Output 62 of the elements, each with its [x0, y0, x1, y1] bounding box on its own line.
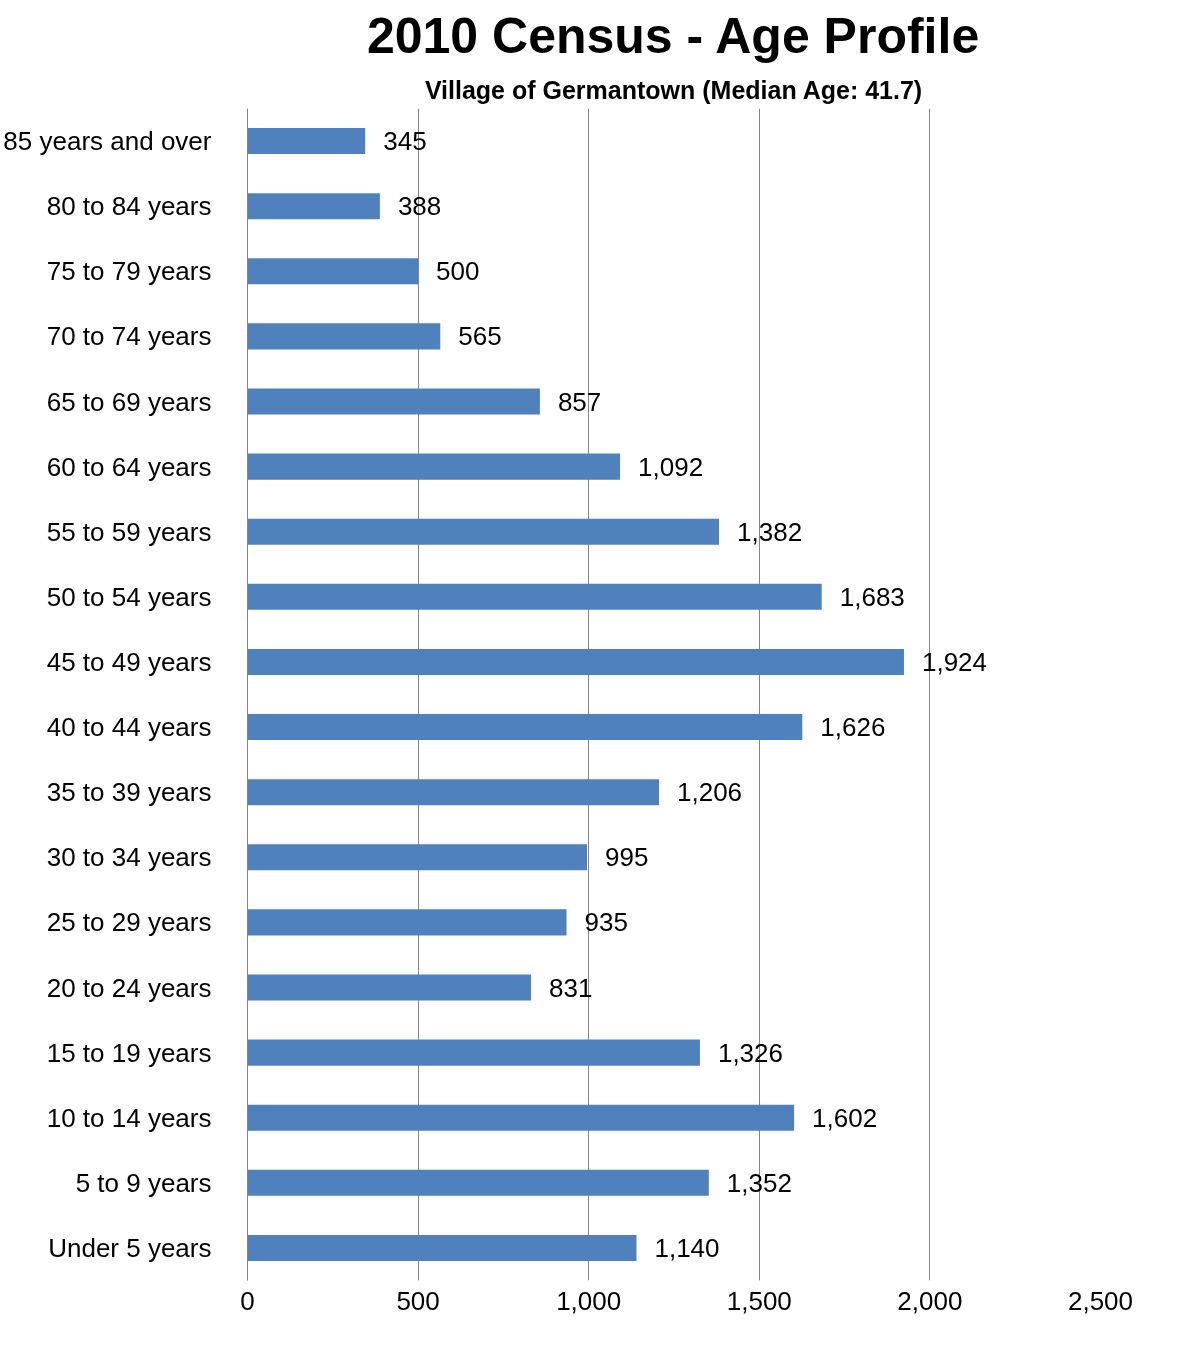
data-label: 857: [557, 386, 602, 417]
y-tick-label: 70 to 74 years: [46, 321, 212, 352]
y-tick-label: 15 to 19 years: [46, 1037, 212, 1068]
y-tick-label: 45 to 49 years: [46, 646, 212, 677]
y-tick-label: 65 to 69 years: [46, 386, 212, 417]
bar: [247, 844, 587, 871]
data-label: 1,382: [737, 516, 803, 547]
bar: [247, 518, 720, 545]
bar: [247, 974, 532, 1001]
y-tick-label: 85 years and over: [3, 126, 212, 157]
y-tick-label: 50 to 54 years: [46, 581, 212, 612]
x-tick-label: 2,000: [897, 1285, 963, 1316]
x-tick-label: 1,000: [556, 1285, 622, 1316]
y-tick-label: 75 to 79 years: [46, 256, 212, 287]
bar: [247, 1039, 700, 1066]
bar: [247, 388, 540, 415]
data-label: 1,206: [676, 777, 743, 808]
y-tick-label: 30 to 34 years: [46, 842, 212, 873]
bar: [247, 909, 567, 936]
data-label: 565: [458, 321, 502, 352]
y-tick-label: 5 to 9 years: [75, 1167, 212, 1198]
x-tick-label: 500: [396, 1285, 440, 1316]
bar: [247, 648, 904, 675]
bar: [247, 583, 822, 610]
y-tick-label: 55 to 59 years: [46, 516, 212, 547]
x-tick-label: 0: [240, 1285, 255, 1316]
y-tick-label: 60 to 64 years: [46, 451, 212, 482]
bar: [247, 128, 366, 155]
data-label: 995: [604, 842, 649, 873]
data-label: 1,140: [654, 1232, 720, 1263]
bar: [247, 453, 621, 480]
y-tick-label: 40 to 44 years: [46, 712, 212, 743]
chart-title: 2010 Census - Age Profile: [366, 7, 980, 64]
bar: [247, 1104, 795, 1131]
data-label: 388: [397, 191, 442, 222]
y-tick-label: 80 to 84 years: [46, 191, 212, 222]
bar: [247, 258, 419, 285]
data-label: 1,924: [921, 646, 988, 677]
bar: [247, 323, 441, 350]
data-label: 1,326: [717, 1037, 784, 1068]
y-tick-label: 35 to 39 years: [46, 777, 212, 808]
y-tick-label: 10 to 14 years: [46, 1102, 212, 1133]
data-label: 831: [549, 972, 593, 1003]
data-label: 1,092: [638, 451, 704, 482]
data-label: 1,626: [820, 712, 886, 743]
data-label: 1,602: [812, 1102, 878, 1133]
bar: [247, 1234, 637, 1261]
bar: [247, 1169, 709, 1196]
x-tick-label: 1,500: [726, 1285, 792, 1316]
y-tick-label: Under 5 years: [48, 1232, 212, 1263]
bar: [247, 193, 380, 220]
y-tick-label: 25 to 29 years: [46, 907, 212, 938]
bar: [247, 779, 659, 806]
x-tick-label: 2,500: [1067, 1285, 1134, 1316]
data-label: 935: [584, 907, 628, 938]
data-label: 500: [436, 256, 480, 287]
bar: [247, 714, 803, 741]
data-label: 1,683: [839, 581, 905, 612]
data-label: 1,352: [726, 1167, 792, 1198]
data-label: 345: [383, 126, 427, 157]
y-tick-label: 20 to 24 years: [46, 972, 212, 1003]
chart-subtitle: Village of Germantown (Median Age: 41.7): [424, 75, 923, 104]
